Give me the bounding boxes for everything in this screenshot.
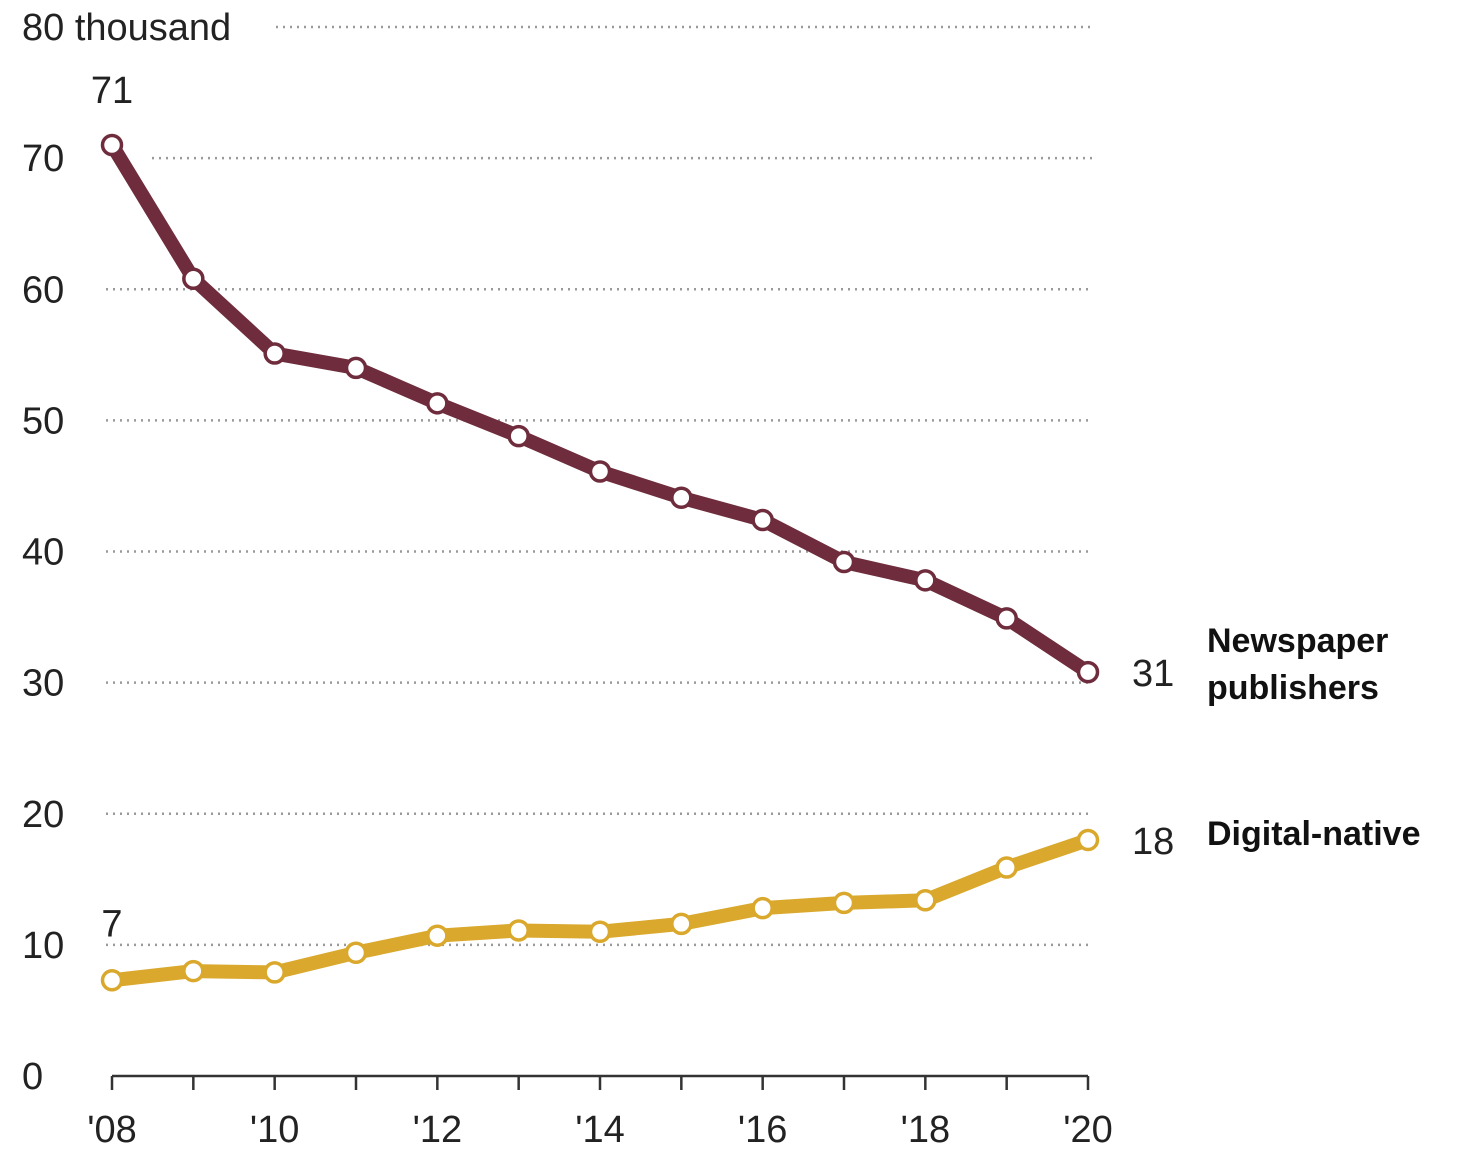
series-line-1 xyxy=(105,832,1095,988)
x-tick-label: '18 xyxy=(901,1109,951,1150)
series-name-label: Digital-native xyxy=(1207,815,1420,853)
series-name-label: Newspaper publishers xyxy=(1207,622,1388,707)
series-point xyxy=(100,969,124,992)
series-point xyxy=(426,392,449,415)
series-point xyxy=(588,460,612,483)
series-point xyxy=(670,486,693,509)
y-tick-label: 20 xyxy=(22,794,64,836)
series-point xyxy=(832,550,856,574)
series-lines xyxy=(105,138,1095,988)
series-name-line: publishers xyxy=(1207,669,1379,707)
series-point xyxy=(751,508,774,532)
series-point xyxy=(426,924,449,947)
gridlines xyxy=(106,25,1092,947)
data-label-start: 7 xyxy=(101,903,122,945)
x-tick-label: '20 xyxy=(1063,1109,1113,1150)
series-points xyxy=(100,133,1100,992)
series-point xyxy=(1076,660,1100,684)
series-point xyxy=(344,941,368,964)
series-point xyxy=(344,356,368,380)
series-point xyxy=(1076,828,1100,852)
x-tick-label: '10 xyxy=(250,1109,300,1150)
series-point xyxy=(507,424,530,448)
y-tick-label: 50 xyxy=(22,400,64,442)
series-point xyxy=(182,267,205,291)
series-point xyxy=(914,889,937,912)
data-labels: 71 31 7 18 Newspaper publishers Digital-native xyxy=(91,70,1421,945)
series-point xyxy=(995,856,1018,879)
y-axis-tick-labels: 80 thousand 70 60 50 40 30 20 10 0 xyxy=(22,7,231,1098)
series-line-0 xyxy=(105,138,1095,680)
x-tick-label: '12 xyxy=(413,1109,463,1150)
series-point xyxy=(914,569,937,592)
y-tick-label: 80 thousand xyxy=(22,7,231,49)
y-tick-label: 0 xyxy=(22,1056,43,1098)
data-label-end: 31 xyxy=(1132,653,1174,695)
series-point xyxy=(182,959,205,983)
x-axis: '08 '10 '12 '14 '16 '18 '20 xyxy=(87,1074,1113,1150)
series-point xyxy=(263,342,286,365)
y-tick-label: 60 xyxy=(22,269,64,311)
series-point xyxy=(588,920,612,944)
x-tick-label: '08 xyxy=(87,1109,137,1150)
x-tick-label: '14 xyxy=(575,1109,625,1150)
series-point xyxy=(507,919,530,942)
series-point xyxy=(751,896,774,920)
series-point xyxy=(263,961,286,984)
data-label-end: 18 xyxy=(1132,821,1174,863)
series-point xyxy=(100,133,124,157)
series-point xyxy=(832,891,856,915)
y-tick-label: 70 xyxy=(22,138,64,180)
data-label-start: 71 xyxy=(91,70,133,112)
x-tick-label: '16 xyxy=(738,1109,788,1150)
series-point xyxy=(995,607,1018,630)
y-tick-label: 10 xyxy=(22,925,64,967)
series-name-line: Newspaper xyxy=(1207,622,1388,660)
y-tick-label: 40 xyxy=(22,532,64,574)
series-point xyxy=(670,912,693,936)
y-tick-label: 30 xyxy=(22,663,64,705)
